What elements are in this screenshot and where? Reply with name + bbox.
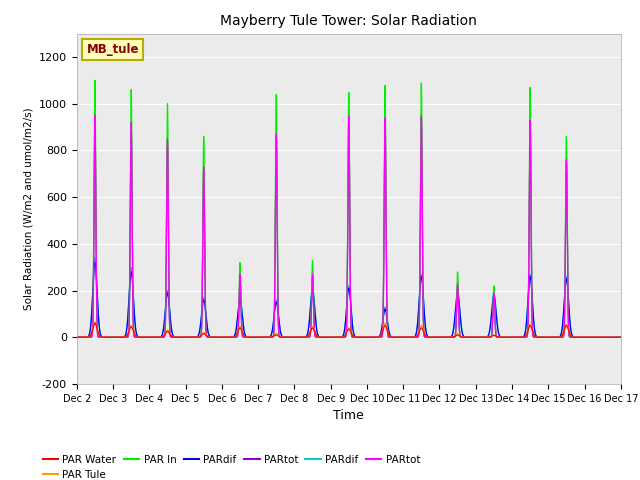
PARtot [171,335,179,340]
PARtot [328,335,336,340]
PARtot [471,335,479,340]
PAR In [502,335,509,340]
PARtot [73,335,81,340]
PARtot [471,335,479,340]
PAR In [441,335,449,340]
PAR Water [441,335,449,340]
PAR Tule [329,335,337,340]
PARdif [616,335,624,340]
PARdif [617,335,625,340]
PAR Tule [617,335,625,340]
PARtot [441,335,449,340]
PAR Water [502,335,509,340]
PARtot [91,112,99,118]
PARdif [617,335,625,340]
PAR In [471,335,479,340]
PARdif [581,335,589,340]
PAR Water [581,335,589,340]
X-axis label: Time: Time [333,409,364,422]
Line: PAR Tule: PAR Tule [77,322,621,337]
PARdif [91,260,99,265]
PARtot [441,335,449,340]
Y-axis label: Solar Radiation (W/m2 and umol/m2/s): Solar Radiation (W/m2 and umol/m2/s) [24,108,33,310]
PAR In [617,335,625,340]
PARtot [73,335,81,340]
PARdif [502,335,509,340]
Line: PARtot: PARtot [77,115,621,337]
PAR In [91,77,99,83]
PARdif [471,335,479,340]
PAR In [73,335,81,340]
PARdif [171,334,179,340]
Line: PARdif: PARdif [77,263,621,337]
PARtot [616,335,624,340]
PAR Tule [616,335,624,340]
Legend: PAR Water, PAR Tule, PAR In, PARdif, PARtot, PARdif, PARtot: PAR Water, PAR Tule, PAR In, PARdif, PAR… [38,450,424,480]
PAR Tule [171,335,179,340]
Line: PAR In: PAR In [77,80,621,337]
PAR Tule [581,335,589,340]
Title: Mayberry Tule Tower: Solar Radiation: Mayberry Tule Tower: Solar Radiation [220,14,477,28]
PARdif [502,335,509,340]
PARtot [581,335,589,340]
PARtot [616,335,624,340]
PARdif [171,334,179,340]
PAR In [171,335,179,340]
Line: PAR Water: PAR Water [77,323,621,337]
PARtot [617,335,625,340]
PARdif [91,255,99,261]
PARdif [73,335,81,340]
PARdif [329,335,337,340]
PAR Water [171,335,179,340]
PARtot [329,335,337,340]
PAR Tule [471,335,479,340]
PARtot [581,335,589,340]
PAR Water [91,320,99,326]
PAR Tule [441,335,449,340]
Text: MB_tule: MB_tule [86,43,139,56]
PARdif [616,335,624,340]
PARtot [417,115,425,121]
PARtot [502,335,509,340]
PARdif [471,335,479,340]
PAR Water [471,335,479,340]
PARdif [441,335,449,340]
PAR Water [617,335,625,340]
PAR In [581,335,589,340]
Line: PARdif: PARdif [77,258,621,337]
Line: PARtot: PARtot [77,118,621,337]
PAR Water [73,335,81,340]
PARtot [617,335,625,340]
PARdif [581,335,589,340]
PARdif [441,335,449,340]
PARdif [329,335,337,340]
PARtot [502,335,509,340]
PAR Tule [91,319,99,325]
PAR In [616,335,624,340]
PARtot [171,335,179,340]
PAR Water [329,335,337,340]
PAR Water [616,335,624,340]
PAR Tule [502,335,509,340]
PARdif [73,335,81,340]
PAR Tule [73,335,81,340]
PAR In [329,335,337,340]
